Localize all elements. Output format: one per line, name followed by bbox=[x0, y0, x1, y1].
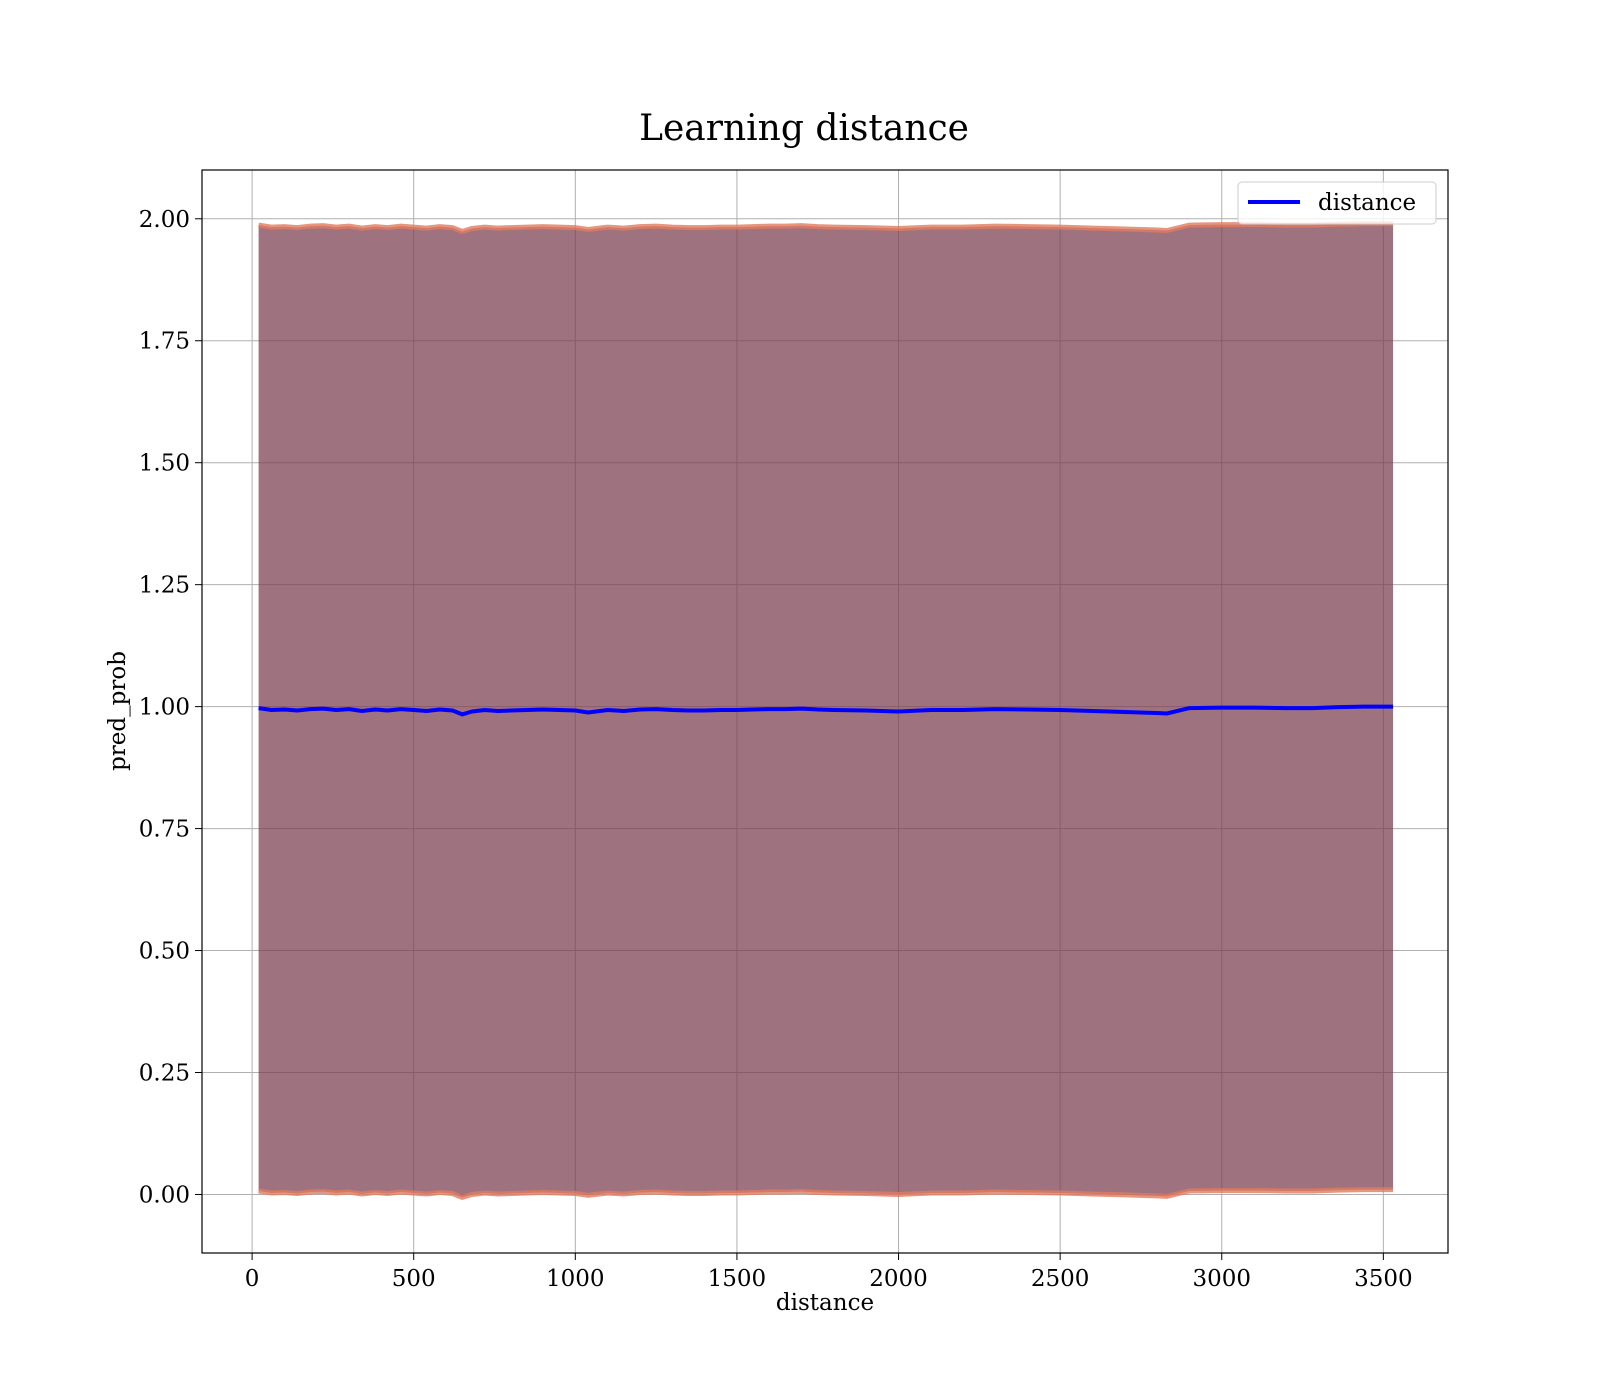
y-tick-label: 1.00 bbox=[139, 695, 190, 721]
y-tick-label: 0.50 bbox=[139, 939, 190, 965]
y-tick-label: 0.75 bbox=[139, 817, 190, 843]
legend: distance bbox=[1237, 181, 1437, 225]
y-tick-label: 0.00 bbox=[139, 1182, 190, 1208]
x-tick-label: 500 bbox=[392, 1266, 436, 1292]
x-tick-label: 3500 bbox=[1354, 1266, 1413, 1292]
y-axis-ticks: 0.00 0.25 0.50 0.75 1.00 1.25 1.50 1.75 2.00 bbox=[139, 207, 202, 1208]
legend-label-distance: distance bbox=[1318, 190, 1416, 216]
x-tick-label: 0 bbox=[245, 1266, 260, 1292]
x-tick-label: 3000 bbox=[1192, 1266, 1251, 1292]
y-tick-label: 1.75 bbox=[139, 329, 190, 355]
series-lines bbox=[258, 704, 1394, 717]
x-tick-label: 2000 bbox=[869, 1266, 928, 1292]
plot-frame bbox=[201, 169, 1449, 1254]
y-tick-label: 1.50 bbox=[139, 451, 190, 477]
x-axis-label: distance bbox=[776, 1290, 874, 1316]
x-tick-label: 2500 bbox=[1031, 1266, 1090, 1292]
legend-box bbox=[1237, 181, 1437, 225]
x-axis-ticks: 0 500 1000 1500 2000 2500 3000 3500 bbox=[245, 1253, 1413, 1292]
chart-title: Learning distance bbox=[639, 108, 969, 149]
y-axis-label: pred_prob bbox=[105, 651, 131, 771]
band-upper-edge bbox=[258, 221, 1394, 235]
y-tick-label: 1.25 bbox=[139, 573, 190, 599]
series-line-distance bbox=[258, 704, 1394, 717]
y-tick-label: 2.00 bbox=[139, 207, 190, 233]
x-tick-label: 1500 bbox=[708, 1266, 767, 1292]
y-tick-label: 0.25 bbox=[139, 1061, 190, 1087]
band-lower-edge bbox=[258, 1187, 1394, 1201]
x-tick-label: 1000 bbox=[546, 1266, 605, 1292]
